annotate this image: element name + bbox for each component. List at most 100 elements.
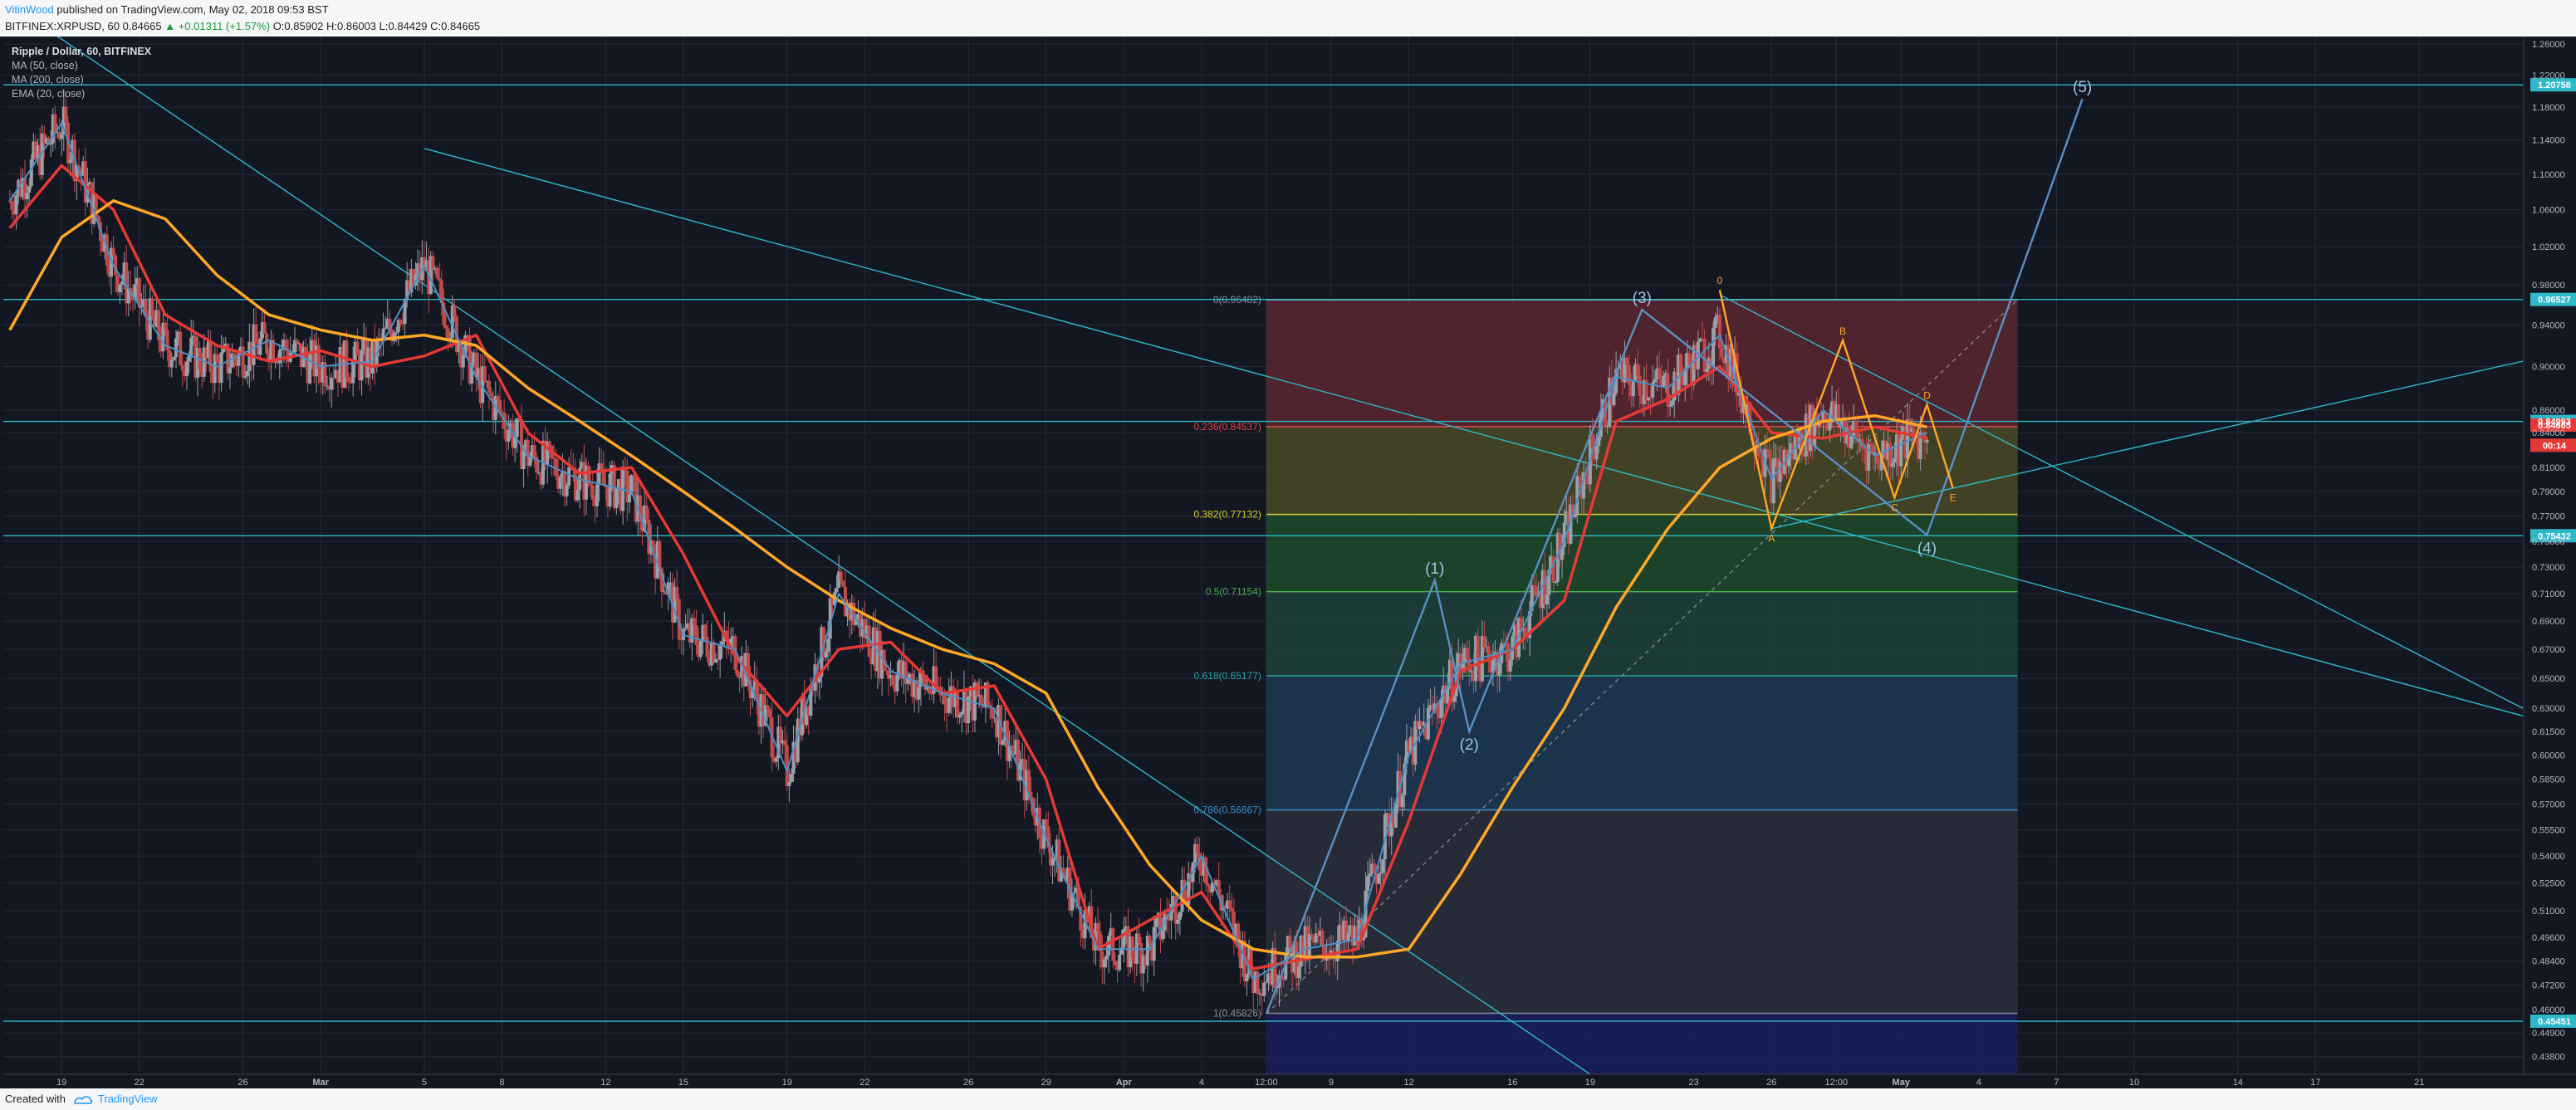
candle-body (625, 470, 629, 503)
candle-body (1403, 763, 1407, 795)
candle-body (1258, 993, 1262, 995)
candle-body (1334, 957, 1338, 961)
price-marker-label: 1.20758 (2538, 81, 2571, 90)
candle-body (1061, 868, 1065, 874)
candle-body (1917, 438, 1921, 459)
candle-body (1491, 660, 1495, 673)
price-tick-label: 0.49600 (2532, 933, 2565, 943)
candle-body (1836, 403, 1840, 428)
price-tick-label: 0.44900 (2532, 1029, 2565, 1039)
candle-body (226, 343, 230, 374)
candle-body (189, 337, 193, 356)
candle-body (497, 399, 502, 413)
candle-body (1731, 349, 1735, 379)
candle-body (1741, 395, 1746, 413)
candle-body (1230, 907, 1234, 912)
candle-body (1912, 428, 1916, 438)
candle-body (176, 331, 180, 339)
candle-body (889, 675, 893, 679)
elliott-wave-label: (1) (1425, 560, 1444, 578)
candle-body (1577, 476, 1581, 477)
price-change: ▲ +0.01311 (+1.57%) (164, 20, 271, 32)
trendline[interactable] (424, 148, 2524, 717)
candle-body (416, 263, 420, 275)
candle-body (1482, 636, 1486, 648)
candle-body (1144, 955, 1148, 966)
candle-body (1368, 873, 1372, 877)
candle-body (1642, 379, 1646, 404)
candle-body (1234, 923, 1238, 940)
price-chart[interactable]: 0(0.96482)0.236(0.84537)0.382(0.77132)0.… (0, 37, 2576, 1088)
tradingview-link[interactable]: TradingView (98, 1093, 158, 1105)
candle-body (686, 623, 690, 628)
candle-body (839, 571, 843, 581)
candle-body (260, 322, 264, 339)
time-tick-label: 21 (2414, 1078, 2424, 1088)
candle-body (1305, 926, 1310, 956)
series-line-ma50[interactable] (8, 164, 1927, 971)
candle-body (230, 353, 234, 368)
pattern-path[interactable] (1718, 289, 1954, 532)
candle-body (1497, 663, 1501, 676)
candle-body (1539, 594, 1543, 609)
trendline[interactable] (36, 37, 1591, 1075)
candle-body (1597, 437, 1601, 447)
time-tick-label: 4 (1199, 1078, 1204, 1088)
candle-body (1126, 926, 1130, 968)
price-axis[interactable] (2523, 37, 2576, 1074)
candle-body (14, 194, 18, 215)
legend-ma50[interactable]: MA (50, close) (12, 60, 78, 71)
candle-body (994, 717, 998, 738)
candle-body (1694, 345, 1698, 369)
candle-body (1562, 522, 1566, 548)
candle-body (446, 328, 450, 340)
candle-body (1802, 455, 1806, 457)
candle-body (546, 441, 550, 465)
candle-body (172, 357, 176, 360)
candle-body (1798, 429, 1802, 449)
legend-ema20[interactable]: EMA (20, close) (12, 88, 86, 100)
candle-body (1733, 353, 1737, 379)
candle-body (601, 469, 605, 485)
candle-body (1158, 912, 1163, 940)
candle-body (422, 257, 426, 271)
candle-body (1400, 795, 1404, 808)
candle-body (968, 686, 972, 697)
candle-body (81, 161, 86, 176)
ohlc-close: C:0.84665 (430, 20, 481, 32)
candle-body (1072, 892, 1076, 893)
trendline[interactable] (1719, 294, 2524, 709)
candle-body (1713, 317, 1717, 328)
candle-body (148, 298, 152, 340)
price-tick-label: 0.43800 (2532, 1053, 2565, 1063)
candle-body (778, 726, 782, 744)
candle-body (1571, 504, 1575, 517)
candle-body (1281, 979, 1286, 980)
candle-body (476, 368, 480, 377)
candle-body (1593, 448, 1597, 460)
candle-body (856, 614, 860, 620)
candle-body (1033, 815, 1037, 826)
candle-body (1426, 707, 1430, 740)
series-line-ema20[interactable] (8, 122, 1927, 980)
candle-body (1890, 462, 1894, 467)
candle-body (385, 318, 389, 328)
elliott-wave-path[interactable] (1265, 98, 2084, 1015)
legend-ma200[interactable]: MA (200, close) (12, 74, 84, 86)
fibonacci-retracement[interactable] (1266, 299, 2018, 1074)
candle-body (1575, 476, 1579, 515)
price-marker-label: 0.75432 (2538, 531, 2571, 541)
candle-body (187, 355, 191, 362)
candle-body (468, 335, 472, 384)
candle-body (539, 472, 543, 485)
candle-body (249, 341, 253, 365)
author-link[interactable]: VitinWood (5, 3, 54, 16)
trendline[interactable] (1771, 360, 2524, 530)
candle-body (1173, 896, 1178, 924)
series-line-ma200[interactable] (8, 199, 1927, 959)
candle-body (1016, 740, 1020, 781)
candle-body (1489, 661, 1493, 673)
candle-body (29, 159, 33, 187)
candle-body (1638, 375, 1642, 396)
candle-body (1059, 868, 1063, 882)
